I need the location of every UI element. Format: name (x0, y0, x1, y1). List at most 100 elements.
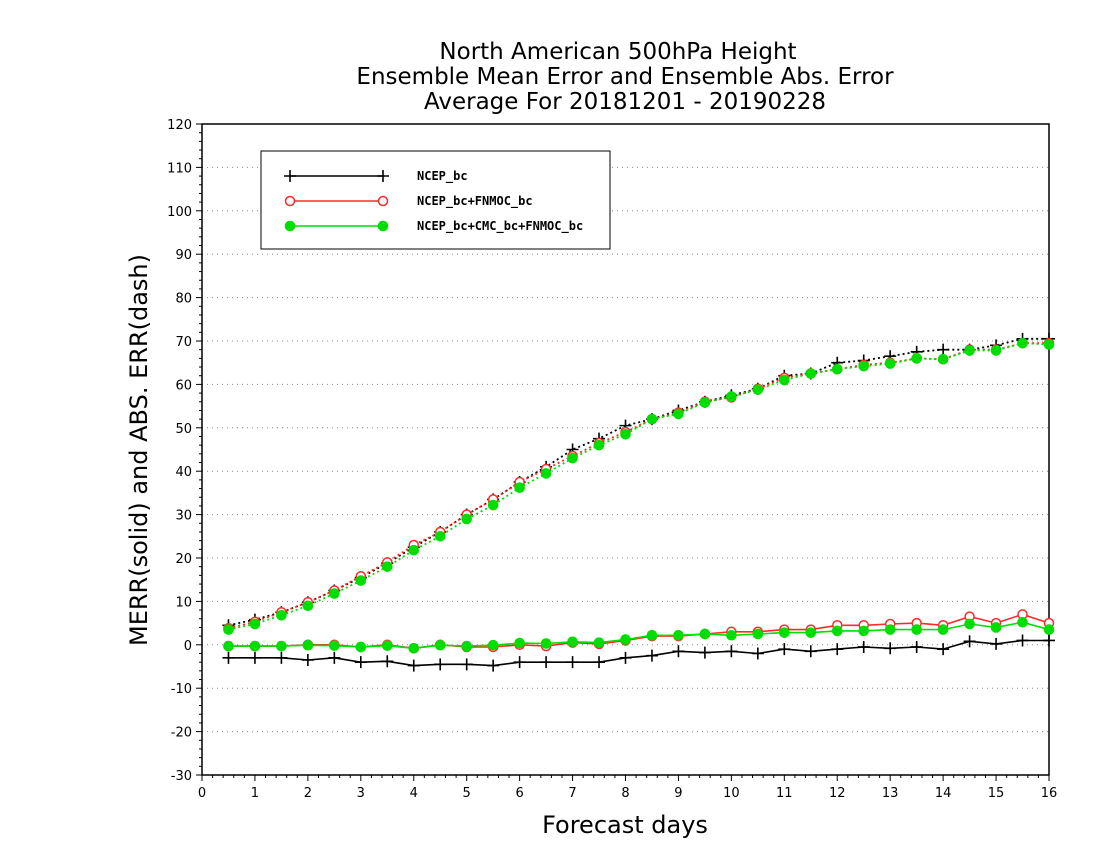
merr-point-ncep-bc (328, 651, 341, 664)
y-tick-label: 30 (175, 509, 192, 524)
x-tick-label: 9 (674, 786, 682, 801)
abs-err-point-ncep-bc-cmc-bc-fnmoc-bc (249, 618, 261, 630)
merr-point-ncep-bc-cmc-bc-fnmoc-bc (937, 624, 949, 635)
merr-point-ncep-bc (593, 656, 606, 669)
merr-point-ncep-bc (910, 640, 923, 653)
merr-point-ncep-bc (460, 658, 473, 671)
legend-marker (284, 195, 296, 207)
merr-point-ncep-bc-cmc-bc-fnmoc-bc (699, 628, 711, 640)
abs-err-line-ncep-bc (228, 337, 1049, 627)
abs-err-point-ncep-bc-cmc-bc-fnmoc-bc (461, 513, 472, 525)
abs-err-point-ncep-bc-cmc-bc-fnmoc-bc (408, 544, 420, 556)
merr-point-ncep-bc-cmc-bc-fnmoc-bc (990, 622, 1002, 633)
y-axis-label: MERR(solid) and ABS. ERR(dash) (125, 254, 153, 646)
merr-point-ncep-bc-cmc-bc-fnmoc-bc (461, 640, 472, 652)
merr-line-ncep-bc (228, 639, 1049, 667)
x-tick-label: 15 (988, 786, 1005, 801)
abs-err-point-ncep-bc-cmc-bc-fnmoc-bc (673, 408, 684, 420)
abs-err-point-ncep-bc-cmc-bc-fnmoc-bc (355, 575, 367, 586)
y-tick-label: -10 (171, 682, 192, 697)
chart-title-line-3: Average For 20181201 - 20190228 (424, 89, 826, 115)
merr-point-ncep-bc (354, 656, 367, 669)
legend-marker (377, 170, 389, 182)
y-tick-label: 70 (175, 335, 192, 350)
x-tick-label: 5 (463, 786, 471, 801)
merr-point-ncep-bc (804, 645, 817, 658)
series-ncep-bc (222, 332, 1055, 672)
merr-point-ncep-bc (540, 656, 553, 669)
x-tick-label: 4 (410, 786, 418, 801)
abs-err-point-ncep-bc (937, 343, 950, 356)
merr-point-ncep-bc (990, 637, 1003, 650)
merr-point-ncep-bc-cmc-bc-fnmoc-bc (1043, 624, 1055, 635)
y-tick-label: 120 (167, 118, 192, 133)
merr-point-ncep-bc-cmc-bc-fnmoc-bc (249, 640, 261, 652)
abs-err-point-ncep-bc-cmc-bc-fnmoc-bc (223, 624, 234, 635)
legend-box (260, 150, 611, 250)
merr-point-ncep-bc (434, 658, 447, 671)
merr-point-ncep-bc-cmc-bc-fnmoc-bc (487, 639, 499, 651)
legend: NCEP_bc NCEP_bc+FNMOC_bc NCEP_bc+CMC_bc+FN… (260, 150, 611, 250)
abs-err-point-ncep-bc-cmc-bc-fnmoc-bc (276, 609, 287, 621)
abs-err-point-ncep-bc-cmc-bc-fnmoc-bc (567, 452, 578, 464)
merr-point-ncep-bc-cmc-bc-fnmoc-bc (434, 639, 446, 651)
merr-point-ncep-bc-cmc-bc-fnmoc-bc (302, 639, 314, 651)
merr-point-ncep-bc-cmc-bc-fnmoc-bc (276, 640, 287, 652)
y-tick-label: 50 (175, 422, 192, 437)
merr-point-ncep-bc (487, 659, 500, 672)
merr-point-ncep-bc (751, 647, 764, 660)
x-tick-label: 0 (198, 786, 206, 801)
merr-point-ncep-bc (407, 659, 420, 672)
abs-err-point-ncep-bc-cmc-bc-fnmoc-bc (302, 600, 314, 612)
legend-label: NCEP_bc+CMC_bc+FNMOC_bc (417, 219, 583, 234)
plot-series (222, 332, 1055, 672)
merr-point-ncep-bc (937, 643, 950, 656)
y-tick-label: 10 (175, 595, 192, 610)
merr-point-ncep-bc (725, 645, 738, 658)
merr-point-ncep-bc-cmc-bc-fnmoc-bc (408, 642, 420, 654)
abs-err-line-ncep-bc-cmc-bc-fnmoc-bc (228, 342, 1050, 631)
merr-point-ncep-bc-cmc-bc-fnmoc-bc (1017, 616, 1028, 628)
abs-err-point-ncep-bc-cmc-bc-fnmoc-bc (884, 358, 896, 369)
x-tick-label: 12 (829, 786, 846, 801)
x-tick-label: 8 (621, 786, 629, 801)
y-tick-label: -20 (171, 726, 192, 741)
x-axis-ticks: 0 1 2 3 4 5 6 7 8 9 10 11 12 13 14 15 16 (198, 775, 1057, 801)
merr-point-ncep-bc-cmc-bc-fnmoc-bc (752, 628, 764, 640)
series-ncep-bc-fnmoc-bc (223, 337, 1055, 654)
legend-label: NCEP_bc (417, 169, 468, 184)
merr-point-ncep-bc-cmc-bc-fnmoc-bc (911, 624, 922, 635)
merr-point-ncep-bc-cmc-bc-fnmoc-bc (223, 640, 234, 652)
merr-point-ncep-bc-cmc-bc-fnmoc-bc (620, 634, 631, 645)
abs-err-point-ncep-bc-cmc-bc-fnmoc-bc (779, 374, 790, 386)
y-tick-label: 100 (167, 205, 192, 220)
merr-point-ncep-bc (381, 655, 394, 668)
merr-point-ncep-bc (857, 640, 870, 653)
abs-err-point-ncep-bc-cmc-bc-fnmoc-bc (540, 468, 552, 479)
abs-err-point-ncep-bc-cmc-bc-fnmoc-bc (752, 384, 764, 395)
merr-point-ncep-bc (222, 651, 235, 664)
y-tick-label: 110 (167, 161, 192, 176)
merr-point-ncep-bc (1043, 634, 1055, 647)
x-tick-label: 13 (882, 786, 899, 801)
merr-point-ncep-bc-cmc-bc-fnmoc-bc (381, 640, 393, 651)
abs-err-point-ncep-bc-cmc-bc-fnmoc-bc (434, 531, 446, 542)
abs-err-point-ncep-bc-cmc-bc-fnmoc-bc (487, 499, 499, 511)
merr-point-ncep-bc-cmc-bc-fnmoc-bc (884, 624, 896, 635)
abs-err-point-ncep-bc-cmc-bc-fnmoc-bc (646, 413, 658, 425)
merr-point-ncep-bc-cmc-bc-fnmoc-bc (646, 629, 658, 641)
legend-item-ncep-bc-cmc-bc-fnmoc-bc: NCEP_bc+CMC_bc+FNMOC_bc (284, 219, 583, 234)
x-tick-label: 7 (568, 786, 576, 801)
legend-marker (377, 195, 389, 207)
abs-err-point-ncep-bc-cmc-bc-fnmoc-bc (911, 353, 922, 364)
gridlines (202, 166, 1049, 733)
merr-point-ncep-bc (831, 643, 844, 656)
abs-err-point-ncep-bc-cmc-bc-fnmoc-bc (858, 360, 870, 372)
x-tick-label: 1 (251, 786, 259, 801)
merr-point-ncep-bc-cmc-bc-fnmoc-bc (593, 637, 605, 648)
abs-err-point-ncep-bc-cmc-bc-fnmoc-bc (964, 345, 975, 356)
abs-err-point-ncep-bc-cmc-bc-fnmoc-bc (805, 368, 817, 379)
merr-point-ncep-bc-cmc-bc-fnmoc-bc (779, 627, 790, 638)
merr-line-ncep-bc-cmc-bc-fnmoc-bc (228, 621, 1050, 650)
y-tick-label: 40 (175, 465, 192, 480)
